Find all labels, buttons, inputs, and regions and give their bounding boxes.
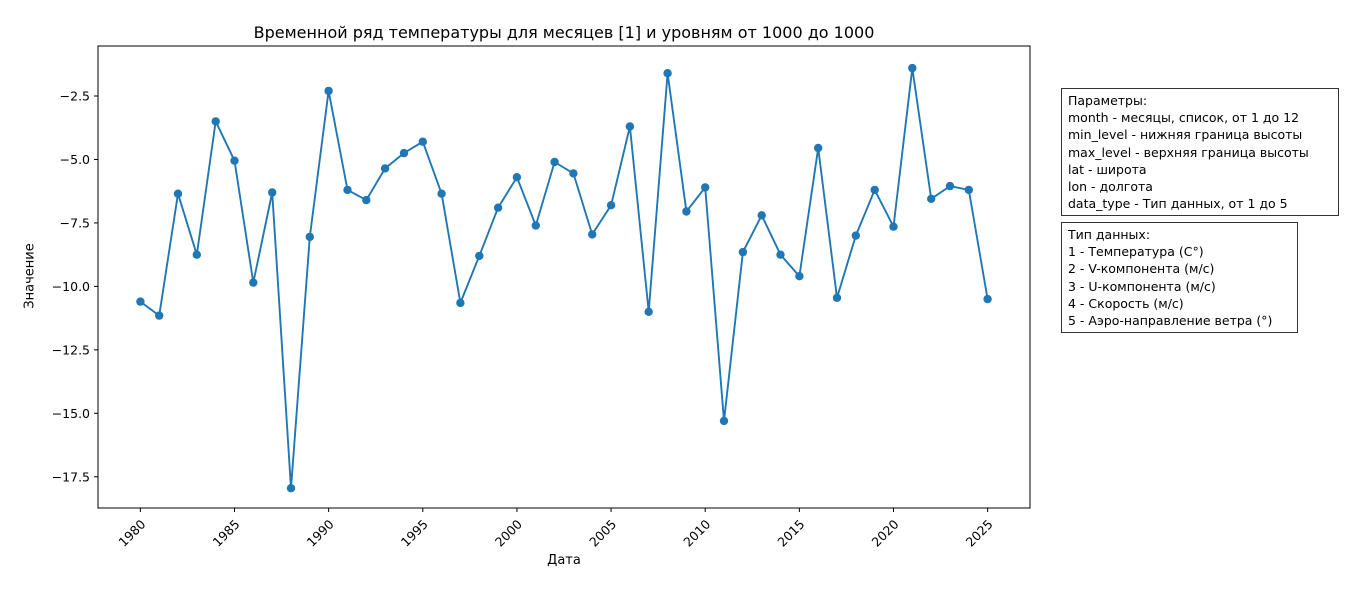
y-tick-label: −5.0 [60,152,90,167]
data-point [814,143,823,153]
x-tick-label: 2025 [963,517,996,550]
data-point [870,185,879,195]
x-tick-label: 2000 [492,516,525,549]
data-point [644,307,653,316]
y-tick-label: −2.5 [60,89,90,104]
x-tick-label: 2020 [869,516,902,549]
data-point [493,203,503,212]
parameters-info-box: Параметры: month - месяцы, список, от 1 д… [1061,88,1339,217]
data-point [701,183,710,192]
info-line: 3 - U-компонента (м/с) [1068,278,1216,294]
x-tick-label: 1990 [304,516,337,549]
data-point [795,272,804,281]
data-point [983,294,992,304]
data-point [173,189,183,198]
y-axis-label: Значение [22,243,38,309]
data-point [832,293,842,302]
info-line: lat - широта [1068,161,1147,177]
data-point [964,185,973,195]
y-tick-label: −15.0 [52,406,90,421]
x-tick-label: 2010 [680,516,713,549]
data-point [851,231,860,240]
info-line: Тип данных: [1068,227,1151,242]
info-line: 2 - V-компонента (м/с) [1068,261,1215,277]
info-line: max_level - верхняя граница высоты [1068,144,1309,160]
data-point [192,250,201,259]
data-point [286,484,296,493]
data-point [380,164,390,173]
data-point [550,157,559,167]
data-point [456,298,465,308]
data-point [908,63,917,73]
data-point [588,230,597,239]
y-tick-label: −7.5 [60,215,90,230]
data-point [531,221,540,230]
data-point [399,148,409,158]
data-point [230,156,239,165]
x-tick-label: 1985 [210,517,243,550]
info-line: min_level - нижняя граница высоты [1068,127,1303,143]
data-point [927,194,936,203]
info-line: Параметры: [1068,93,1148,108]
info-line: 5 - Аэро-направление ветра (°) [1068,313,1273,329]
data-point [945,181,955,191]
data-point [437,189,446,198]
data-types-info-box: Тип данных: 1 - Температура (C°) 2 - V-ком… [1061,222,1298,334]
info-line: lon - долгота [1068,179,1153,195]
data-line [139,67,989,490]
data-point [305,232,314,242]
data-point [211,117,220,126]
x-tick-label: 2015 [774,517,807,550]
data-point [136,297,145,306]
data-point [155,311,164,320]
info-line: month - месяцы, список, от 1 до 12 [1068,110,1300,126]
data-point [475,251,484,261]
data-point [606,201,616,210]
data-point [757,211,766,220]
data-point [889,222,898,231]
data-point [249,278,258,287]
data-point [663,69,672,78]
y-tick-label: −12.5 [52,342,90,357]
y-tick-label: −10.0 [52,279,90,294]
info-line: 1 - Температура (C°) [1068,244,1204,260]
data-point [625,122,635,131]
info-line: 4 - Скорость (м/с) [1068,295,1184,311]
data-point [343,185,352,195]
data-point [719,416,729,426]
x-tick-label: 2005 [586,517,619,550]
data-point [738,247,748,257]
x-tick-label: 1995 [398,517,431,550]
data-point [776,250,785,259]
plot-frame [97,45,1031,509]
x-tick-label: 1980 [115,516,148,549]
data-point [512,173,522,182]
data-point [324,86,333,96]
data-point [268,188,277,197]
time-series-plot: 1980 1985 1990 1995 2000 2005 2010 2015 2020 2025… [52,45,1031,550]
x-axis-label: Дата [547,553,581,568]
info-line: data_type - Тип данных, от 1 до 5 [1068,196,1288,212]
data-point [682,207,691,216]
chart-title: Временной ряд температуры для месяцев [1… [253,23,875,42]
data-point [569,169,578,178]
data-point [362,195,371,205]
data-point [418,137,427,146]
y-tick-label: −17.5 [52,469,90,484]
